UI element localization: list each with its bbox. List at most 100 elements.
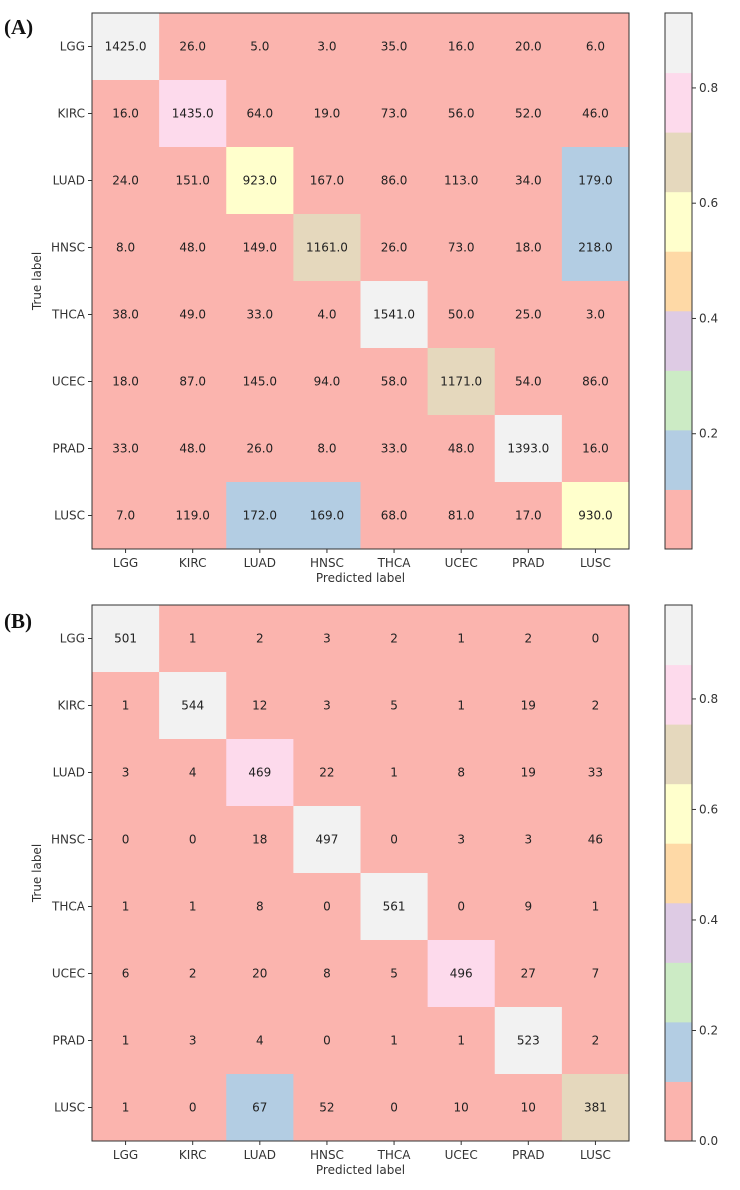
cell-value-label: 1	[457, 1034, 465, 1048]
y-axis-title: True label	[30, 252, 44, 311]
cell-value-label: 5	[390, 699, 398, 713]
cell-value-label: 16.0	[448, 40, 475, 54]
heatmap-cell	[159, 415, 227, 483]
cell-value-label: 18.0	[515, 241, 542, 255]
cell-value-label: 2	[524, 632, 532, 646]
heatmap-cell	[226, 605, 294, 673]
colorbar-tick-label: 0.4	[699, 913, 718, 927]
cell-value-label: 167.0	[310, 174, 344, 188]
heatmap-cell	[427, 806, 496, 874]
heatmap-cell	[92, 348, 160, 416]
heatmap-cell	[159, 214, 227, 282]
heatmap-cell	[360, 605, 429, 673]
cell-value-label: 0	[323, 900, 331, 914]
heatmap-cell	[427, 415, 496, 483]
cell-value-label: 0	[390, 1101, 398, 1115]
cell-value-label: 46	[588, 833, 603, 847]
cell-value-label: 7.0	[116, 509, 135, 523]
cell-value-label: 145.0	[243, 375, 277, 389]
heatmap-cell	[427, 1007, 496, 1075]
panel-label: (A)	[4, 15, 33, 39]
y-tick-label: LUAD	[53, 174, 85, 188]
colorbar: 0.0 0.2 0.4 0.6 0.8	[664, 604, 718, 1148]
heatmap-cell	[159, 1007, 227, 1075]
heatmap-cell	[360, 806, 429, 874]
cell-value-label: 6	[122, 967, 130, 981]
heatmap-cell	[427, 672, 496, 740]
colorbar-band	[665, 605, 692, 666]
heatmap-cell	[92, 80, 160, 148]
heatmap-cell	[226, 1074, 294, 1142]
heatmap-cell	[226, 147, 294, 215]
heatmap-cell	[561, 13, 630, 81]
cell-value-label: 54.0	[515, 375, 542, 389]
x-tick-label: LGG	[113, 1148, 138, 1162]
colorbar-band	[665, 783, 692, 844]
cell-value-label: 1171.0	[440, 375, 482, 389]
cell-value-label: 33.0	[112, 442, 139, 456]
cell-value-label: 38.0	[112, 308, 139, 322]
heatmap-cell	[494, 80, 563, 148]
cell-value-label: 3	[524, 833, 532, 847]
heatmap-cell	[293, 348, 361, 416]
cell-value-label: 1161.0	[306, 241, 348, 255]
heatmap-cell	[159, 672, 227, 740]
heatmap-cell	[427, 873, 496, 941]
colorbar-frame	[664, 12, 693, 550]
y-axis-title: True label	[30, 844, 44, 903]
heatmap-cell	[92, 672, 160, 740]
heatmap-cell	[561, 1007, 630, 1075]
y-tick-label: LGG	[60, 40, 85, 54]
heatmap-cell	[561, 415, 630, 483]
cell-value-label: 17.0	[515, 509, 542, 523]
x-tick-label: LUAD	[244, 556, 276, 570]
heatmap-cell	[360, 348, 429, 416]
cell-value-label: 1	[189, 632, 197, 646]
cell-value-label: 10	[521, 1101, 536, 1115]
cell-value-label: 86.0	[381, 174, 408, 188]
heatmap-cell	[159, 13, 227, 81]
heatmap-cell	[561, 80, 630, 148]
cell-value-label: 2	[189, 967, 197, 981]
heatmap-cell	[427, 940, 496, 1008]
heatmap-cell	[293, 806, 361, 874]
heatmap-cell	[427, 147, 496, 215]
cell-value-label: 179.0	[578, 174, 612, 188]
heatmap-cell	[494, 482, 563, 550]
y-tick-label: LUSC	[54, 1101, 85, 1115]
cell-value-label: 0	[323, 1034, 331, 1048]
x-tick-label: THCA	[377, 556, 412, 570]
y-tick-label: PRAD	[52, 442, 85, 456]
cell-value-label: 73.0	[381, 107, 408, 121]
heatmap-cell	[360, 13, 429, 81]
x-tick-label: THCA	[377, 1148, 412, 1162]
cell-value-label: 8.0	[116, 241, 135, 255]
y-tick-label: UCEC	[52, 375, 85, 389]
cell-value-label: 3	[323, 699, 331, 713]
heatmap-cell	[293, 80, 361, 148]
cell-value-label: 6.0	[586, 40, 605, 54]
cell-value-label: 469	[248, 766, 271, 780]
colorbar: 0.2 0.4 0.6 0.8	[664, 12, 718, 550]
heatmap-cell	[494, 806, 563, 874]
x-tick-label: UCEC	[445, 1148, 478, 1162]
cell-value-label: 172.0	[243, 509, 277, 523]
cell-value-label: 18.0	[112, 375, 139, 389]
heatmap-cell	[427, 13, 496, 81]
cell-value-label: 497	[315, 833, 338, 847]
cell-value-label: 35.0	[381, 40, 408, 54]
heatmap-cell	[159, 873, 227, 941]
heatmap-cell	[360, 1007, 429, 1075]
heatmap-cell	[427, 214, 496, 282]
cell-value-label: 2	[592, 699, 600, 713]
cell-value-label: 113.0	[444, 174, 478, 188]
cell-value-label: 5	[390, 967, 398, 981]
heatmap-cell	[293, 1074, 361, 1142]
heatmap-cell	[360, 281, 429, 349]
heatmap-cell	[360, 940, 429, 1008]
heatmap-cell	[427, 605, 496, 673]
cell-value-label: 3.0	[586, 308, 605, 322]
cell-value-label: 2	[592, 1034, 600, 1048]
heatmap-cell	[226, 80, 294, 148]
heatmap-cell	[92, 940, 160, 1008]
